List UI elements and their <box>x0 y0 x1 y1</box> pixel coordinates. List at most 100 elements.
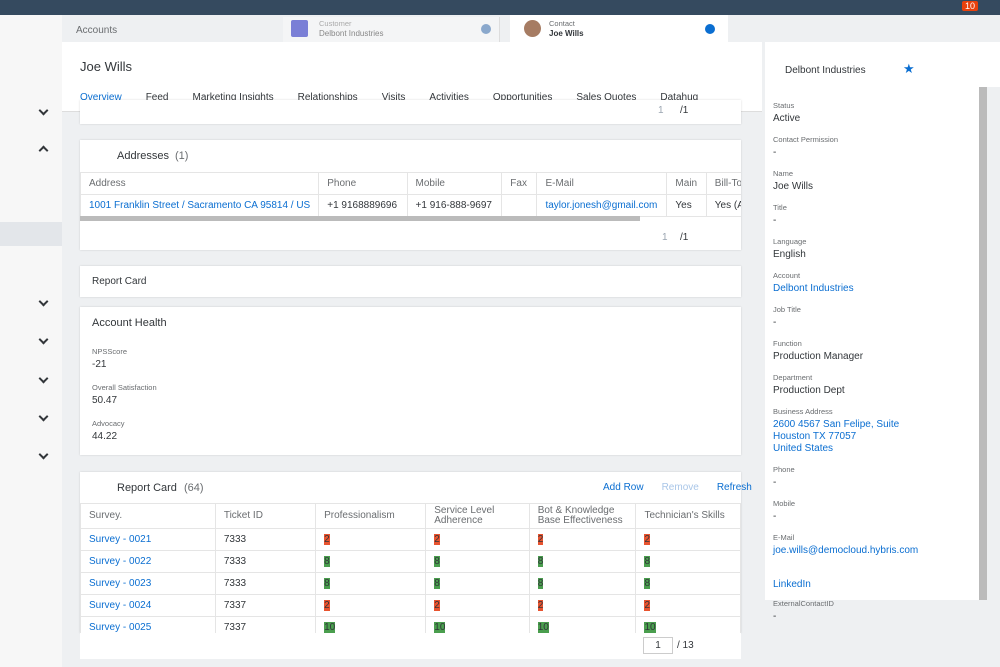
detail-field: Department Production Dept <box>773 373 971 397</box>
score-cell: 8 <box>315 550 427 573</box>
nav-tab[interactable]: Sales Quotes <box>576 92 637 103</box>
score: 8 <box>537 578 544 589</box>
column-header: Professionalism <box>315 503 427 529</box>
field-label: Advocacy <box>92 419 125 428</box>
nav-tab[interactable]: Overview <box>80 92 122 109</box>
detail-field: Contact Permission - <box>773 135 971 159</box>
notification-badge[interactable]: 10 <box>962 1 979 11</box>
survey-link[interactable]: Survey - 0022 <box>80 550 216 573</box>
survey-link[interactable]: Survey - 0023 <box>80 572 216 595</box>
customer-icon <box>291 20 308 37</box>
expand[interactable] <box>38 296 49 307</box>
field-label: Overall Satisfaction <box>92 383 157 392</box>
tab-bar: Accounts Customer Delbont Industries Con… <box>62 15 762 42</box>
ticket-id: 7333 <box>214 572 317 595</box>
table: Survey. Ticket ID Professionalism Service L… <box>80 503 741 639</box>
favorite[interactable]: ★ <box>903 61 915 76</box>
row: Survey - 0024 7337 2 2 2 2 <box>80 594 741 617</box>
detail-value[interactable]: LinkedIn <box>773 579 811 590</box>
nav-tab[interactable]: Visits <box>381 92 406 103</box>
account-name[interactable]: Delbont Industries <box>785 65 866 76</box>
action-button[interactable]: Add Row <box>603 482 644 493</box>
detail-field: Phone - <box>773 465 971 489</box>
avatar <box>524 20 541 37</box>
page[interactable]: 1 <box>643 637 673 654</box>
page[interactable]: 1 <box>658 105 664 116</box>
page-total: /1 <box>680 105 689 116</box>
detail-value: Active <box>773 113 801 124</box>
score: 2 <box>644 600 651 611</box>
tab-type: Contact <box>549 19 575 28</box>
column-header: Service Level Adherence <box>425 503 530 529</box>
report-table: Survey. Ticket ID Professionalism Service L… <box>80 503 741 639</box>
score-cell: 2 <box>528 528 637 551</box>
expand[interactable] <box>38 411 49 422</box>
column-header: Phone <box>318 172 408 195</box>
header-row: Address Phone Mobile Fax E-Mail Main Bill-To <box>80 172 741 195</box>
table: Address Phone Mobile Fax E-Mail Main Bill-To 10… <box>80 172 741 217</box>
tab[interactable]: Accounts <box>76 25 118 36</box>
detail-value[interactable]: Houston TX 77057 <box>773 431 857 442</box>
nav-tab[interactable]: Datahug <box>660 92 699 103</box>
cell: +1 9168889696 <box>318 194 408 217</box>
field: Overall Satisfaction 50.47 <box>92 383 157 406</box>
detail-value[interactable]: 2600 4567 San Felipe, Suite <box>773 419 900 430</box>
tab-name: Delbont Industries <box>319 29 384 38</box>
cell: Yes <box>666 194 707 217</box>
nav-tab[interactable]: Feed <box>145 92 169 103</box>
tab-name: Joe Wills <box>549 29 584 38</box>
detail-label: E-Mail <box>773 533 795 542</box>
detail-value: Production Manager <box>773 351 864 362</box>
card-count: (64) <box>184 482 204 494</box>
detail-field: Language English <box>773 237 971 261</box>
expand[interactable] <box>38 334 49 345</box>
survey-link[interactable]: Survey - 0021 <box>80 528 216 551</box>
action-button[interactable]: Refresh <box>716 482 752 493</box>
close[interactable] <box>705 24 715 34</box>
expand[interactable] <box>38 373 49 384</box>
side-nav <box>0 15 62 667</box>
nav-tab[interactable]: Marketing Insights <box>192 92 274 103</box>
addresses-table: Address Phone Mobile Fax E-Mail Main Bill-To 10… <box>80 172 741 217</box>
score-cell: 2 <box>315 528 427 551</box>
side-header: Delbont Industries ★ <box>765 42 1000 87</box>
score-cell: 2 <box>425 528 530 551</box>
page[interactable]: 1 <box>662 232 668 243</box>
column-header: Address <box>80 172 320 195</box>
detail-field: Business Address 2600 4567 San Felipe, Su… <box>773 407 971 455</box>
card-title: Account Health <box>92 317 167 329</box>
score-cell: 8 <box>425 550 530 573</box>
score-cell: 2 <box>635 528 741 551</box>
ticket-id: 7337 <box>214 594 317 617</box>
score-cell: 8 <box>635 572 741 595</box>
nav-tab[interactable]: Opportunities <box>492 92 553 103</box>
score-cell: 8 <box>528 572 637 595</box>
pager-card: 1 /1 <box>80 100 741 124</box>
detail-label: Job Title <box>773 305 801 314</box>
detail-value[interactable]: Delbont Industries <box>773 283 854 294</box>
column-header: Bot & Knowledge Base Effectiveness <box>528 503 637 529</box>
score: 2 <box>324 600 330 611</box>
tab[interactable]: Contact Joe Wills <box>510 15 728 42</box>
tab[interactable]: Customer Delbont Industries <box>283 17 500 42</box>
detail-label: ExternalContactID <box>773 599 834 608</box>
detail-label: Function <box>773 339 802 348</box>
score: 2 <box>644 534 651 545</box>
nav-tab[interactable]: Activities <box>429 92 469 103</box>
nav-tab[interactable]: Relationships <box>297 92 358 103</box>
nav-selected <box>0 222 62 246</box>
detail-value[interactable]: United States <box>773 443 834 454</box>
survey-link[interactable]: Survey - 0024 <box>80 594 216 617</box>
header-row: Survey. Ticket ID Professionalism Service L… <box>80 503 741 529</box>
expand[interactable] <box>38 105 49 116</box>
score: 10 <box>324 622 336 633</box>
detail-value[interactable]: joe.wills@democloud.hybris.com <box>773 545 919 556</box>
collapse[interactable] <box>38 145 49 156</box>
account-health-card: Account Health NPSScore -21 Overall Satisf… <box>80 307 741 455</box>
detail-field: Account Delbont Industries <box>773 271 971 295</box>
detail-field: Job Title - <box>773 305 971 329</box>
detail-value: Joe Wills <box>773 181 814 192</box>
expand[interactable] <box>38 449 49 460</box>
close[interactable] <box>481 24 491 34</box>
score-cell: 2 <box>315 594 427 617</box>
